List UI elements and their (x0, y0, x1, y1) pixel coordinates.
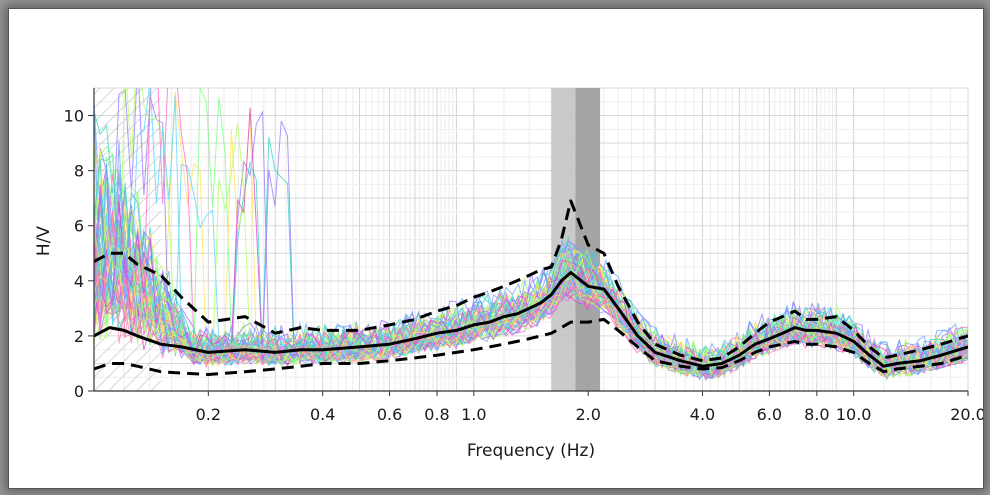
window-curve (94, 103, 968, 379)
x-tick-label: 0.4 (310, 405, 335, 424)
x-tick-label: 20.0 (950, 405, 983, 424)
y-tick-label: 4 (74, 272, 84, 291)
x-tick-label: 2.0 (575, 405, 600, 424)
peak-band-lower (551, 88, 576, 391)
chart-frame: 0.2 0.4 0.6 0.8 1.0 2.0 4.0 6.0 8.0 10.0 20.0 0 2 4 6… (8, 8, 984, 489)
curve-mean-minus-std (94, 317, 968, 376)
axes (93, 88, 968, 392)
window-curve (94, 145, 968, 379)
x-tick-label: 1.0 (461, 405, 486, 424)
window-curve (94, 159, 968, 380)
y-tick-label: 0 (74, 382, 84, 401)
x-tick-label: 0.8 (424, 405, 449, 424)
x-tick-label: 8.0 (804, 405, 829, 424)
window-curve (94, 253, 968, 378)
x-tick-labels: 0.2 0.4 0.6 0.8 1.0 2.0 4.0 6.0 8.0 10.0 20.0 (196, 391, 983, 424)
x-tick-label: 0.6 (377, 405, 402, 424)
y-tick-label: 6 (74, 217, 84, 236)
x-tick-label: 10.0 (836, 405, 872, 424)
window-curves (94, 88, 968, 382)
window-curve (94, 219, 968, 379)
window-curve (94, 109, 968, 380)
peak-band-upper (575, 88, 601, 391)
statistic-curves (94, 199, 968, 376)
x-tick-label: 4.0 (690, 405, 715, 424)
hv-spectral-ratio-chart: 0.2 0.4 0.6 0.8 1.0 2.0 4.0 6.0 8.0 10.0 20.0 0 2 4 6… (34, 87, 983, 461)
y-tick-label: 2 (74, 327, 84, 346)
y-tick-label: 8 (74, 162, 84, 181)
x-axis-label: Frequency (Hz) (467, 441, 595, 461)
y-tick-labels: 0 2 4 6 8 10 (64, 107, 94, 401)
x-tick-label: 6.0 (757, 405, 782, 424)
y-axis-label: H/V (34, 226, 54, 257)
y-tick-label: 10 (64, 107, 84, 126)
peak-frequency-band (551, 88, 601, 391)
curve-mean (94, 271, 968, 368)
x-tick-label: 0.2 (196, 405, 221, 424)
